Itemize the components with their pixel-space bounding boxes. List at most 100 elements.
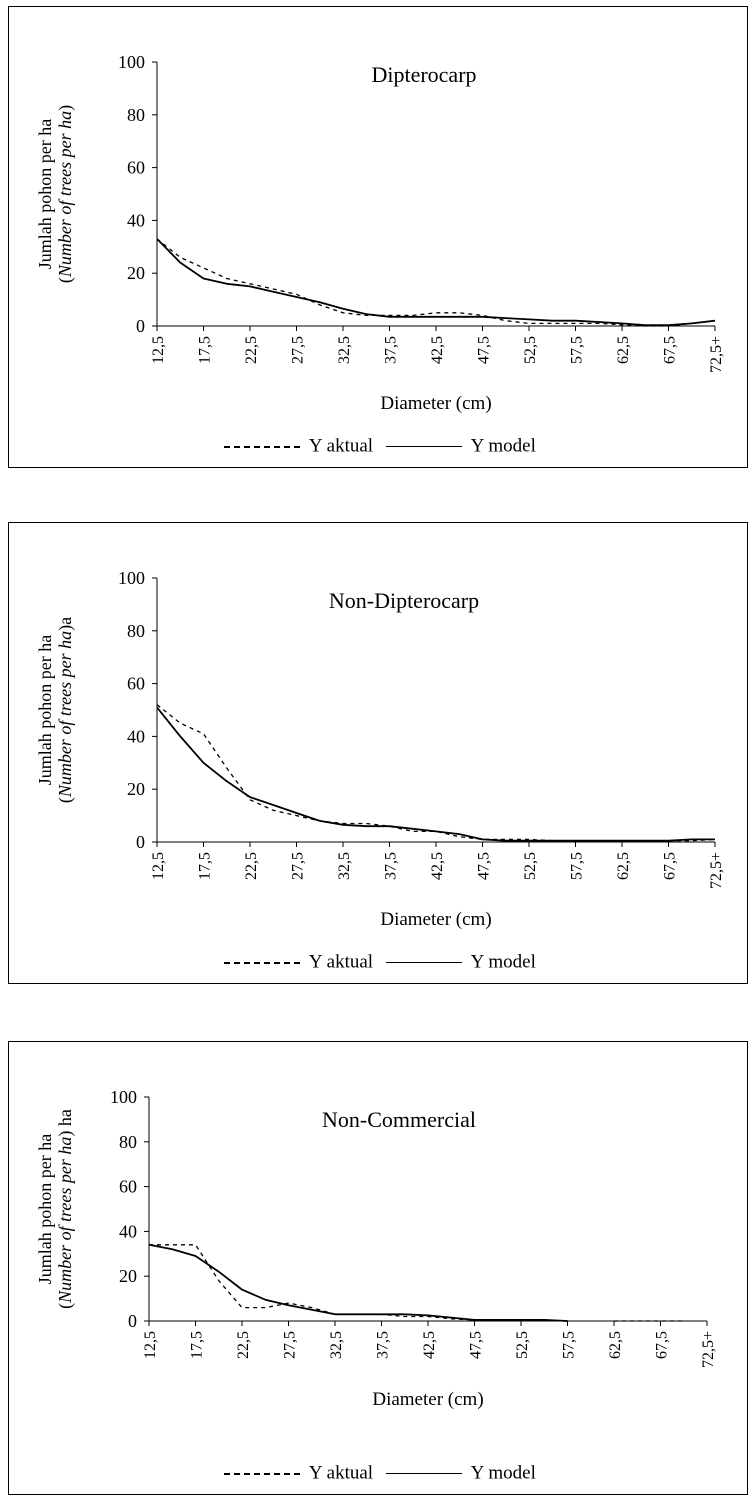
x-tick-label: 42,5 (421, 1331, 438, 1359)
x-tick-label: 12,5 (150, 852, 167, 880)
x-tick-label: 47,5 (476, 852, 493, 880)
y-tick-label: 60 (119, 1177, 137, 1197)
y-axis-label-line2: (Number of trees per ha) ha (55, 1109, 76, 1309)
x-tick-label: 22,5 (235, 1331, 252, 1359)
x-tick-label: 57,5 (569, 852, 586, 880)
x-tick-label: 37,5 (383, 336, 400, 364)
x-tick-label: 37,5 (383, 852, 400, 880)
y-tick-label: 20 (119, 1266, 137, 1286)
x-tick-label: 62,5 (615, 336, 632, 364)
x-tick-label: 47,5 (468, 1331, 485, 1359)
x-axis-label: Diameter (cm) (380, 909, 491, 930)
y-label-italic: Number of trees per ha (55, 631, 75, 798)
x-tick-label: 12,5 (150, 336, 167, 364)
y-label-paren-open: ( (55, 277, 76, 283)
x-tick-label: 52,5 (514, 1331, 531, 1359)
series-y-model-line (148, 1243, 568, 1322)
x-tick-label: 17,5 (197, 336, 214, 364)
x-tick-label: 22,5 (243, 852, 260, 880)
x-tick-label: 67,5 (662, 852, 679, 880)
y-tick-label: 0 (128, 1311, 137, 1331)
x-tick-label: 57,5 (569, 336, 586, 364)
y-label-paren-close: )a (55, 617, 76, 631)
y-tick-label: 80 (119, 1132, 137, 1152)
legend-label-actual: Y aktual (308, 951, 374, 973)
chart-svg: 0 20 40 60 80 100 12,5 17,5 22,5 27,5 32,5 37,5 42,5… (35, 568, 725, 930)
y-label-italic: Number of trees per ha (55, 111, 75, 278)
legend-dashed-line-icon (224, 961, 301, 964)
series-y-aktual-line (156, 704, 716, 842)
legend: Y aktual Y model (9, 435, 747, 458)
x-tick-label: 57,5 (561, 1331, 578, 1359)
x-tick-label: 67,5 (654, 1331, 671, 1359)
series-y-model-line (156, 706, 715, 842)
x-tick-label: 32,5 (336, 852, 353, 880)
legend-dashed-line-icon (224, 445, 301, 448)
chart-title: Non-Commercial (322, 1107, 476, 1132)
x-tick-label: 72,5+ (700, 1331, 717, 1368)
y-tick-label: 0 (136, 832, 145, 852)
x-tick-label: 42,5 (429, 852, 446, 880)
y-tick-label: 0 (136, 316, 145, 336)
y-tick-label: 100 (118, 568, 145, 588)
chart-svg: 0 20 40 60 80 100 12,5 17,5 22,5 27,5 32,5 37,5 42,5… (35, 52, 725, 414)
y-axis-label-line1: Jumlah pohon per ha (35, 1134, 55, 1284)
y-tick-label: 20 (127, 779, 145, 799)
x-axis-label: Diameter (cm) (372, 1389, 483, 1410)
chart-title: Non-Dipterocarp (329, 588, 479, 613)
legend: Y aktual Y model (9, 1462, 747, 1485)
legend-item-actual: Y aktual (220, 951, 373, 974)
y-tick-label: 20 (127, 263, 145, 283)
y-tick-label: 40 (127, 726, 145, 746)
legend: Y aktual Y model (9, 951, 747, 974)
x-tick-label: 27,5 (282, 1331, 299, 1359)
x-tick-label: 67,5 (662, 336, 679, 364)
x-tick-label: 62,5 (615, 852, 632, 880)
y-axis-label-line1: Jumlah pohon per ha (35, 119, 55, 269)
y-label-paren-open: ( (55, 1303, 76, 1309)
legend-item-actual: Y aktual (220, 435, 373, 458)
x-tick-label: 32,5 (328, 1331, 345, 1359)
y-label-paren-close: ) (55, 105, 76, 111)
legend-label-actual: Y aktual (308, 435, 374, 457)
y-tick-label: 40 (127, 210, 145, 230)
x-tick-label: 17,5 (197, 852, 214, 880)
x-tick-label: 72,5+ (708, 336, 725, 373)
legend-label-model: Y model (470, 1462, 536, 1484)
y-tick-label: 100 (110, 1087, 137, 1107)
legend-item-model: Y model (382, 435, 536, 458)
legend-item-model: Y model (382, 951, 536, 974)
y-tick-label: 100 (118, 52, 145, 72)
series-y-model-line (156, 238, 716, 327)
y-tick-label: 60 (127, 674, 145, 694)
chart-panel-non-dipterocarp: 0 20 40 60 80 100 12,5 17,5 22,5 27,5 32,5 37,5 42,5… (8, 522, 748, 984)
x-tick-label: 17,5 (189, 1331, 206, 1359)
legend-label-model: Y model (470, 435, 536, 457)
chart-svg: 0 20 40 60 80 100 12,5 17,5 22,5 27,5 32,5 37,5 42,5… (35, 1087, 717, 1410)
x-tick-label: 12,5 (142, 1331, 159, 1359)
chart-panel-dipterocarp: 0 20 40 60 80 100 12,5 17,5 22,5 27,5 32,5 37,5 42,5… (8, 6, 748, 468)
x-tick-label: 27,5 (290, 852, 307, 880)
x-axis-label: Diameter (cm) (380, 393, 491, 414)
legend-dashed-line-icon (224, 1472, 301, 1475)
y-label-paren-open: ( (55, 797, 76, 803)
y-tick-label: 80 (127, 621, 145, 641)
x-tick-label: 52,5 (522, 852, 539, 880)
series-y-aktual-line (149, 1244, 568, 1322)
legend-solid-line-icon (385, 446, 462, 448)
x-tick-label: 62,5 (607, 1331, 624, 1359)
y-tick-label: 40 (119, 1221, 137, 1241)
y-label-paren-close: ) ha (55, 1109, 76, 1136)
legend-label-actual: Y aktual (308, 1462, 374, 1484)
x-tick-label: 72,5+ (708, 852, 725, 889)
y-tick-label: 80 (127, 105, 145, 125)
chart-panel-non-commercial: 0 20 40 60 80 100 12,5 17,5 22,5 27,5 32,5 37,5 42,5… (8, 1041, 748, 1495)
x-tick-label: 52,5 (522, 336, 539, 364)
series-y-aktual-line (156, 238, 716, 327)
y-axis-label-line1: Jumlah pohon per ha (35, 635, 55, 785)
x-tick-label: 47,5 (476, 336, 493, 364)
y-tick-label: 60 (127, 158, 145, 178)
x-tick-label: 22,5 (243, 336, 260, 364)
legend-solid-line-icon (385, 1473, 462, 1475)
legend-item-actual: Y aktual (220, 1462, 373, 1485)
